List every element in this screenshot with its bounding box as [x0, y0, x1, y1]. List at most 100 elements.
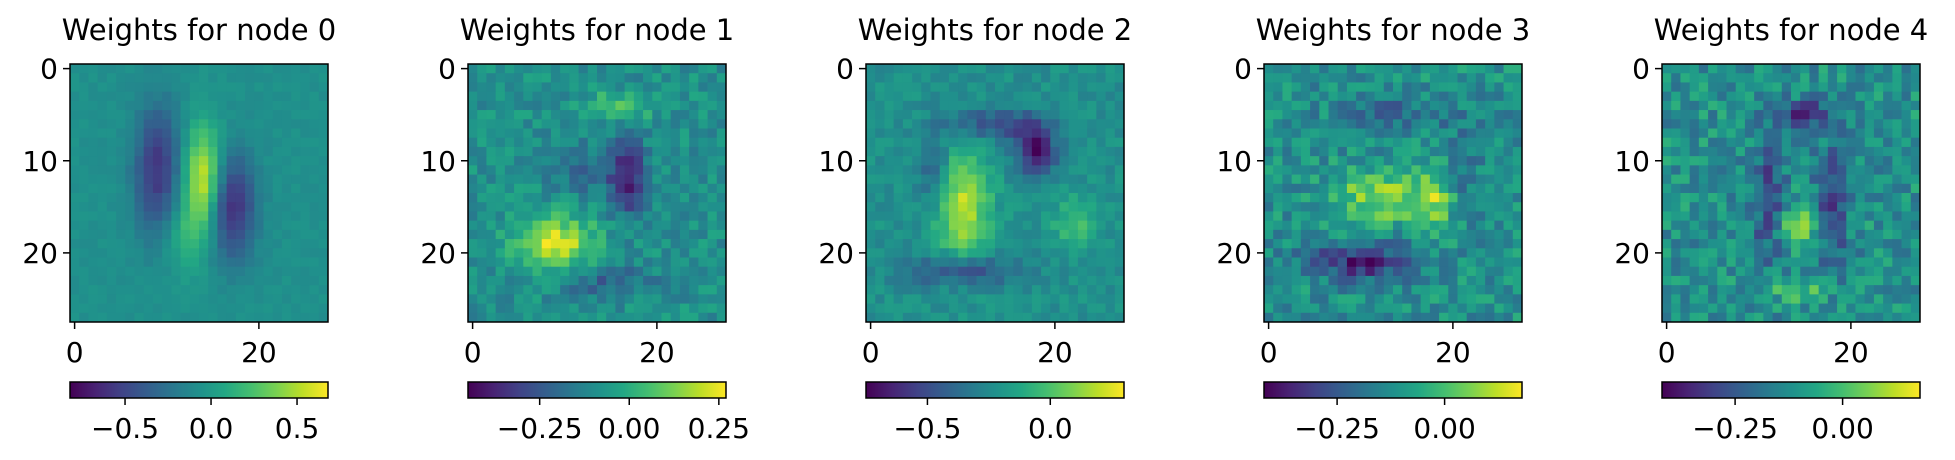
heatmap-cell	[930, 119, 941, 129]
heatmap-cell	[893, 137, 904, 148]
heatmap-cell	[912, 312, 922, 323]
heatmap-cell	[1698, 202, 1709, 212]
heatmap-cell	[995, 193, 1005, 203]
heatmap-cell	[679, 128, 690, 139]
heatmap-cell	[875, 174, 885, 185]
heatmap-cell	[939, 248, 950, 258]
heatmap-cell	[1855, 239, 1866, 249]
heatmap-cell	[661, 275, 672, 286]
heatmap-cell	[1402, 73, 1412, 83]
heatmap-cell	[866, 146, 876, 157]
heatmap-cell	[88, 257, 99, 268]
heatmap-cell	[1781, 266, 1792, 277]
heatmap-cell	[995, 183, 1005, 194]
heatmap-cell	[615, 82, 626, 93]
heatmap-cell	[1346, 128, 1357, 139]
heatmap-cell	[1846, 128, 1856, 139]
heatmap-cell	[263, 266, 274, 277]
heatmap-cell	[716, 110, 727, 120]
heatmap-cell	[1680, 202, 1691, 212]
heatmap-cell	[560, 229, 570, 240]
heatmap-cell	[116, 285, 126, 295]
heatmap-cell	[125, 266, 135, 277]
heatmap-cell	[309, 174, 320, 185]
heatmap-cell	[578, 73, 589, 83]
heatmap-cell	[116, 248, 126, 258]
heatmap-cell	[1068, 64, 1079, 74]
heatmap-cell	[1910, 266, 1921, 277]
heatmap-cell	[134, 156, 145, 166]
heatmap-cell	[1475, 239, 1486, 249]
heatmap-cell	[698, 137, 708, 148]
heatmap-cell	[70, 312, 80, 323]
heatmap-cell	[1689, 64, 1700, 74]
heatmap-cell	[967, 266, 977, 277]
heatmap-cell	[1429, 211, 1440, 222]
heatmap-cell	[235, 110, 246, 120]
heatmap-cell	[1892, 128, 1902, 139]
heatmap-cell	[504, 156, 515, 166]
heatmap-cell	[1439, 211, 1449, 222]
heatmap-cell	[652, 146, 662, 157]
heatmap-cell	[912, 239, 922, 249]
heatmap-cell	[716, 183, 727, 194]
heatmap-cell	[235, 303, 246, 314]
heatmap-cell	[162, 183, 172, 194]
heatmap-cell	[661, 211, 672, 222]
heatmap-cell	[707, 73, 718, 83]
heatmap-cell	[1475, 285, 1486, 295]
heatmap-cell	[1337, 156, 1348, 166]
heatmap-cell	[1800, 100, 1810, 111]
heatmap-cell	[300, 266, 310, 277]
heatmap-cell	[1041, 229, 1051, 240]
heatmap-cell	[1466, 64, 1477, 74]
heatmap-cell	[1818, 146, 1829, 157]
heatmap-cell	[1346, 239, 1357, 249]
heatmap-cell	[88, 110, 99, 120]
heatmap-cell	[893, 183, 904, 194]
heatmap-cell	[976, 156, 987, 166]
heatmap-cell	[1448, 174, 1458, 185]
heatmap-cell	[226, 73, 237, 83]
heatmap-cell	[272, 82, 283, 93]
heatmap-cell	[912, 137, 922, 148]
heatmap-cell	[1319, 91, 1329, 102]
heatmap-cell	[1689, 100, 1700, 111]
heatmap-cell	[1512, 137, 1523, 148]
heatmap-cell	[1105, 64, 1116, 74]
heatmap-cell	[88, 73, 99, 83]
heatmap-cell	[976, 193, 987, 203]
heatmap-cell	[1494, 64, 1504, 74]
heatmap-cell	[495, 257, 506, 268]
heatmap-cell	[967, 312, 977, 323]
heatmap-cell	[1726, 266, 1737, 277]
heatmap-cell	[486, 183, 497, 194]
heatmap-cell	[486, 275, 497, 286]
heatmap-cell	[1910, 119, 1921, 129]
heatmap-cell	[1068, 156, 1079, 166]
heatmap-cell	[514, 229, 524, 240]
heatmap-cell	[930, 248, 941, 258]
heatmap-cell	[1754, 257, 1764, 268]
heatmap-cell	[1448, 156, 1458, 166]
heatmap-cell	[272, 312, 283, 323]
heatmap-cell	[1717, 82, 1727, 93]
heatmap-cell	[921, 220, 931, 231]
heatmap-cell	[1512, 202, 1523, 212]
heatmap-cell	[300, 239, 310, 249]
heatmap-cell	[1800, 285, 1810, 295]
heatmap-cell	[217, 257, 228, 268]
heatmap-cell	[1744, 266, 1755, 277]
heatmap-cell	[902, 239, 913, 249]
heatmap-cell	[1827, 82, 1838, 93]
heatmap-cell	[569, 119, 579, 129]
heatmap-cell	[1041, 257, 1051, 268]
heatmap-cell	[884, 266, 895, 277]
heatmap-cell	[550, 119, 561, 129]
heatmap-cell	[615, 156, 626, 166]
heatmap-cell	[79, 303, 89, 314]
heatmap-cell	[652, 100, 662, 111]
heatmap-cell	[1864, 229, 1875, 240]
heatmap-cell	[633, 183, 644, 194]
